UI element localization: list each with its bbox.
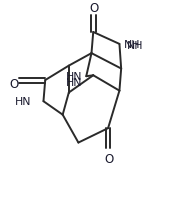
Text: HN: HN [65, 72, 82, 82]
Text: O: O [104, 152, 114, 165]
Text: HN: HN [66, 78, 82, 88]
Text: HN: HN [15, 97, 32, 107]
Text: NH: NH [124, 40, 140, 50]
Text: O: O [9, 78, 18, 91]
Text: NH: NH [126, 41, 143, 51]
Text: O: O [89, 2, 99, 15]
